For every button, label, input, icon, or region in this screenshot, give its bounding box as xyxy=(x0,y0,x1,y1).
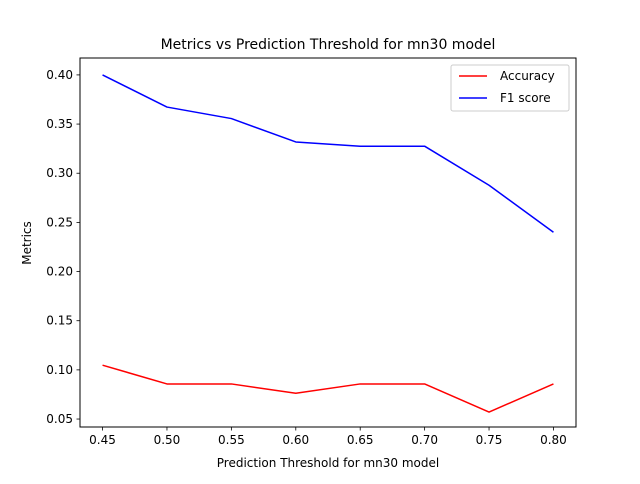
x-tick-label: 0.60 xyxy=(282,433,309,447)
y-axis-label: Metrics xyxy=(20,221,34,265)
y-axis: 0.05 0.10 0.15 0.20 0.25 0.30 0.35 0.40 xyxy=(46,68,80,426)
accuracy-legend-label: Accuracy xyxy=(500,69,555,83)
x-tick-label: 0.50 xyxy=(154,433,181,447)
f1-score-legend-label: F1 score xyxy=(500,91,551,105)
plot-area xyxy=(79,57,577,428)
legend: Accuracy F1 score xyxy=(450,64,570,112)
y-tick-label: 0.10 xyxy=(46,363,73,377)
y-tick-label: 0.20 xyxy=(46,265,73,279)
x-axis-label: Prediction Threshold for mn30 model xyxy=(217,456,439,470)
series-lines xyxy=(102,74,554,413)
x-tick-label: 0.65 xyxy=(347,433,374,447)
y-tick-label: 0.05 xyxy=(46,412,73,426)
y-tick-label: 0.25 xyxy=(46,215,73,229)
x-axis: 0.45 0.50 0.55 0.60 0.65 0.70 0.75 0.80 xyxy=(89,427,567,447)
accuracy-series-line xyxy=(102,364,554,413)
x-tick-label: 0.70 xyxy=(411,433,438,447)
x-tick-label: 0.75 xyxy=(476,433,503,447)
x-tick-label: 0.55 xyxy=(218,433,245,447)
y-tick-label: 0.35 xyxy=(46,117,73,131)
y-tick-label: 0.15 xyxy=(46,314,73,328)
plot-frame xyxy=(79,57,577,428)
y-tick-label: 0.40 xyxy=(46,68,73,82)
x-tick-label: 0.45 xyxy=(89,433,116,447)
f1-score-series-line xyxy=(102,74,554,233)
chart-title: Metrics vs Prediction Threshold for mn30… xyxy=(161,37,496,53)
y-tick-label: 0.30 xyxy=(46,166,73,180)
x-tick-label: 0.80 xyxy=(540,433,567,447)
